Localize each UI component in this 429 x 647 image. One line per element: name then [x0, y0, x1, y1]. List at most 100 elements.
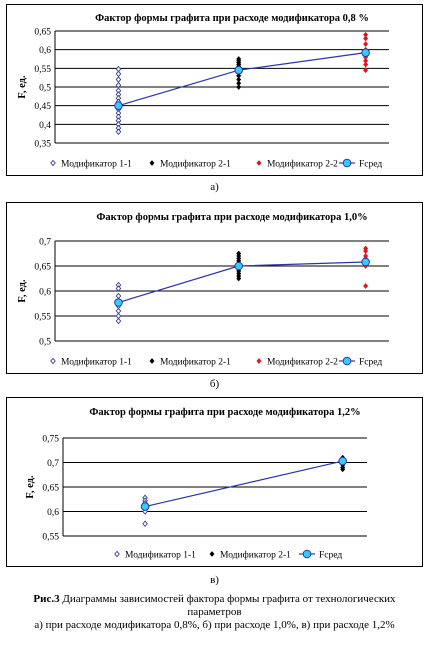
y-tick-label: 0,5: [39, 84, 51, 94]
data-point: [115, 317, 122, 325]
caption-line-3: а) при расходе модификатора 0,8%, б) при…: [34, 619, 395, 631]
sublabel-b: б): [209, 378, 220, 390]
legend-entry: Fсред: [299, 549, 342, 561]
average-point: [361, 48, 370, 57]
average-point: [338, 456, 347, 466]
chart-title: Фактор формы графита при расходе модифик…: [96, 212, 367, 223]
chart-b: Фактор формы графита при расходе модифик…: [17, 212, 389, 368]
y-tick-label: 0,6: [39, 288, 51, 298]
data-point: [115, 76, 122, 83]
legend-marker: [342, 158, 352, 168]
y-axis-label: F, ед.: [17, 279, 28, 303]
average-point: [234, 261, 243, 271]
legend-entry: Модификатор 2-2: [256, 357, 338, 368]
legend-label: Fсред: [359, 160, 382, 170]
caption-line-2: параметров: [187, 606, 242, 618]
legend-marker: [149, 160, 155, 166]
sublabel-a: а): [210, 181, 219, 193]
data-point: [363, 67, 369, 74]
average-point: [234, 65, 243, 75]
data-point: [142, 520, 148, 528]
y-tick-label: 0,45: [34, 102, 51, 112]
legend-entry: Модификатор 1-1: [50, 159, 132, 170]
data-point: [236, 275, 242, 282]
chart-panel-c: Фактор формы графита при расходе модифик…: [6, 397, 423, 567]
series-Модификатор 1-1: [115, 65, 122, 136]
legend-entry: Модификатор 2-2: [256, 159, 338, 170]
chart-c: Фактор формы графита при расходе модифик…: [25, 407, 367, 561]
y-axis-label: F, ед.: [17, 75, 28, 99]
legend-marker: [149, 358, 155, 364]
y-axis-label: F, ед.: [25, 475, 36, 499]
legend-marker: [50, 357, 56, 365]
series-average: [140, 456, 347, 511]
average-line: [118, 52, 366, 107]
legend-label: Модификатор 2-1: [220, 550, 291, 561]
legend-marker: [50, 159, 56, 167]
legend-label: Fсред: [319, 551, 342, 561]
series-average: [114, 48, 370, 110]
legend-label: Модификатор 1-1: [61, 159, 132, 170]
legend-entry: Модификатор 1-1: [114, 550, 196, 561]
chart-panel-b: Фактор формы графита при расходе модифик…: [6, 202, 423, 374]
legend-marker: [256, 358, 262, 364]
sublabel-c: в): [210, 574, 219, 586]
legend-marker: [114, 550, 120, 558]
legend-marker: [302, 549, 312, 559]
legend-label: Модификатор 2-1: [160, 357, 231, 368]
series-average: [114, 257, 370, 307]
legend-entry: Модификатор 1-1: [50, 357, 132, 368]
y-tick-label: 0,7: [39, 238, 51, 248]
y-tick-label: 0,35: [34, 140, 51, 150]
data-point: [363, 35, 369, 42]
chart-a: Фактор формы графита при расходе модифик…: [17, 13, 389, 170]
y-tick-label: 0,75: [42, 435, 59, 445]
legend-marker: [342, 356, 352, 366]
data-point: [115, 70, 122, 78]
legend-label: Модификатор 2-2: [267, 357, 338, 368]
data-point: [363, 283, 369, 289]
average-point: [361, 257, 370, 267]
chart-panel-a: Фактор формы графита при расходе модифик…: [6, 4, 423, 176]
data-point: [115, 285, 122, 292]
legend-label: Модификатор 2-2: [267, 159, 338, 170]
average-point: [114, 101, 123, 110]
legend-entry: Модификатор 2-1: [209, 550, 291, 561]
legend-entry: Fсред: [339, 356, 382, 368]
figure-caption: Рис.3 Диаграммы зависимостей фактора фор…: [0, 593, 429, 632]
y-tick-label: 0,55: [42, 533, 59, 543]
legend-label: Модификатор 2-1: [160, 159, 231, 170]
legend-label: Fсред: [359, 358, 382, 368]
y-tick-label: 0,65: [34, 263, 51, 273]
caption-text-1: Диаграммы зависимостей фактора формы гра…: [59, 593, 396, 605]
y-tick-label: 0,55: [34, 313, 51, 323]
y-tick-label: 0,4: [39, 121, 51, 131]
legend-entry: Fсред: [339, 158, 382, 170]
average-line: [144, 460, 343, 508]
series-Модификатор 2-2: [363, 245, 369, 289]
y-tick-label: 0,5: [39, 338, 51, 348]
data-point: [115, 128, 122, 136]
y-tick-label: 0,65: [34, 28, 51, 38]
y-tick-label: 0,7: [47, 459, 59, 469]
legend-marker: [209, 551, 215, 557]
chart-title: Фактор формы графита при расходе модифик…: [95, 13, 369, 24]
y-tick-label: 0,6: [47, 508, 59, 518]
y-tick-label: 0,6: [39, 46, 51, 56]
chart-title: Фактор формы графита при расходе модифик…: [89, 407, 360, 418]
average-point: [140, 502, 150, 511]
legend-label: Модификатор 1-1: [125, 550, 196, 561]
data-point: [236, 84, 242, 90]
legend-label: Модификатор 1-1: [61, 357, 132, 368]
caption-line-1: Рис.3 Диаграммы зависимостей фактора фор…: [0, 593, 429, 606]
legend-marker: [256, 160, 262, 166]
data-point: [363, 41, 369, 48]
legend-entry: Модификатор 2-1: [149, 159, 231, 170]
y-tick-label: 0,55: [34, 65, 51, 75]
average-point: [114, 298, 123, 307]
legend-entry: Модификатор 2-1: [149, 357, 231, 368]
data-point: [363, 61, 369, 68]
caption-lead: Рис.3: [33, 593, 60, 605]
data-point: [340, 466, 346, 473]
y-tick-label: 0,65: [42, 484, 59, 494]
